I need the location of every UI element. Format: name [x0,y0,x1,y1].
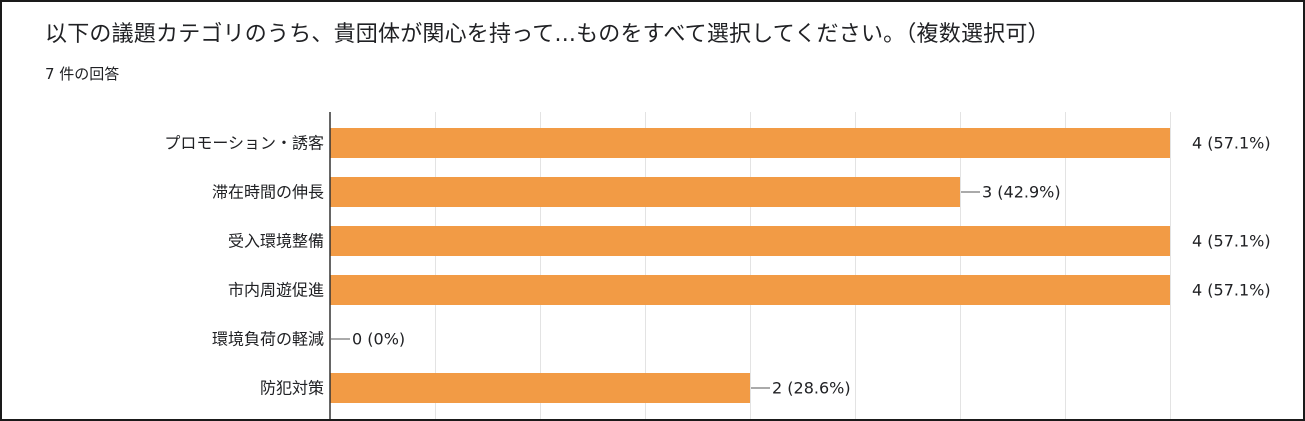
data-label: 4 (57.1%) [1192,232,1271,251]
bar [330,128,1170,158]
bar [330,226,1170,256]
data-label: 3 (42.9%) [982,183,1061,202]
bar [330,177,960,207]
category-label: 防犯対策 [260,379,324,398]
data-label: 4 (57.1%) [1192,134,1271,153]
bar [330,373,750,403]
data-label: 0 (0%) [352,330,405,349]
category-label: 市内周遊促進 [228,281,324,300]
category-label: 受入環境整備 [228,232,324,251]
data-label: 4 (57.1%) [1192,281,1271,300]
category-label: 環境負荷の軽減 [212,330,324,349]
response-count: 7 件の回答 [45,65,120,83]
bar [330,275,1170,305]
data-label: 2 (28.6%) [772,379,851,398]
category-label: プロモーション・誘客 [164,134,324,153]
category-label: 滞在時間の伸長 [212,183,324,202]
chart-title: 以下の議題カテゴリのうち、貴団体が関心を持って...ものをすべて選択してください… [45,22,1050,47]
